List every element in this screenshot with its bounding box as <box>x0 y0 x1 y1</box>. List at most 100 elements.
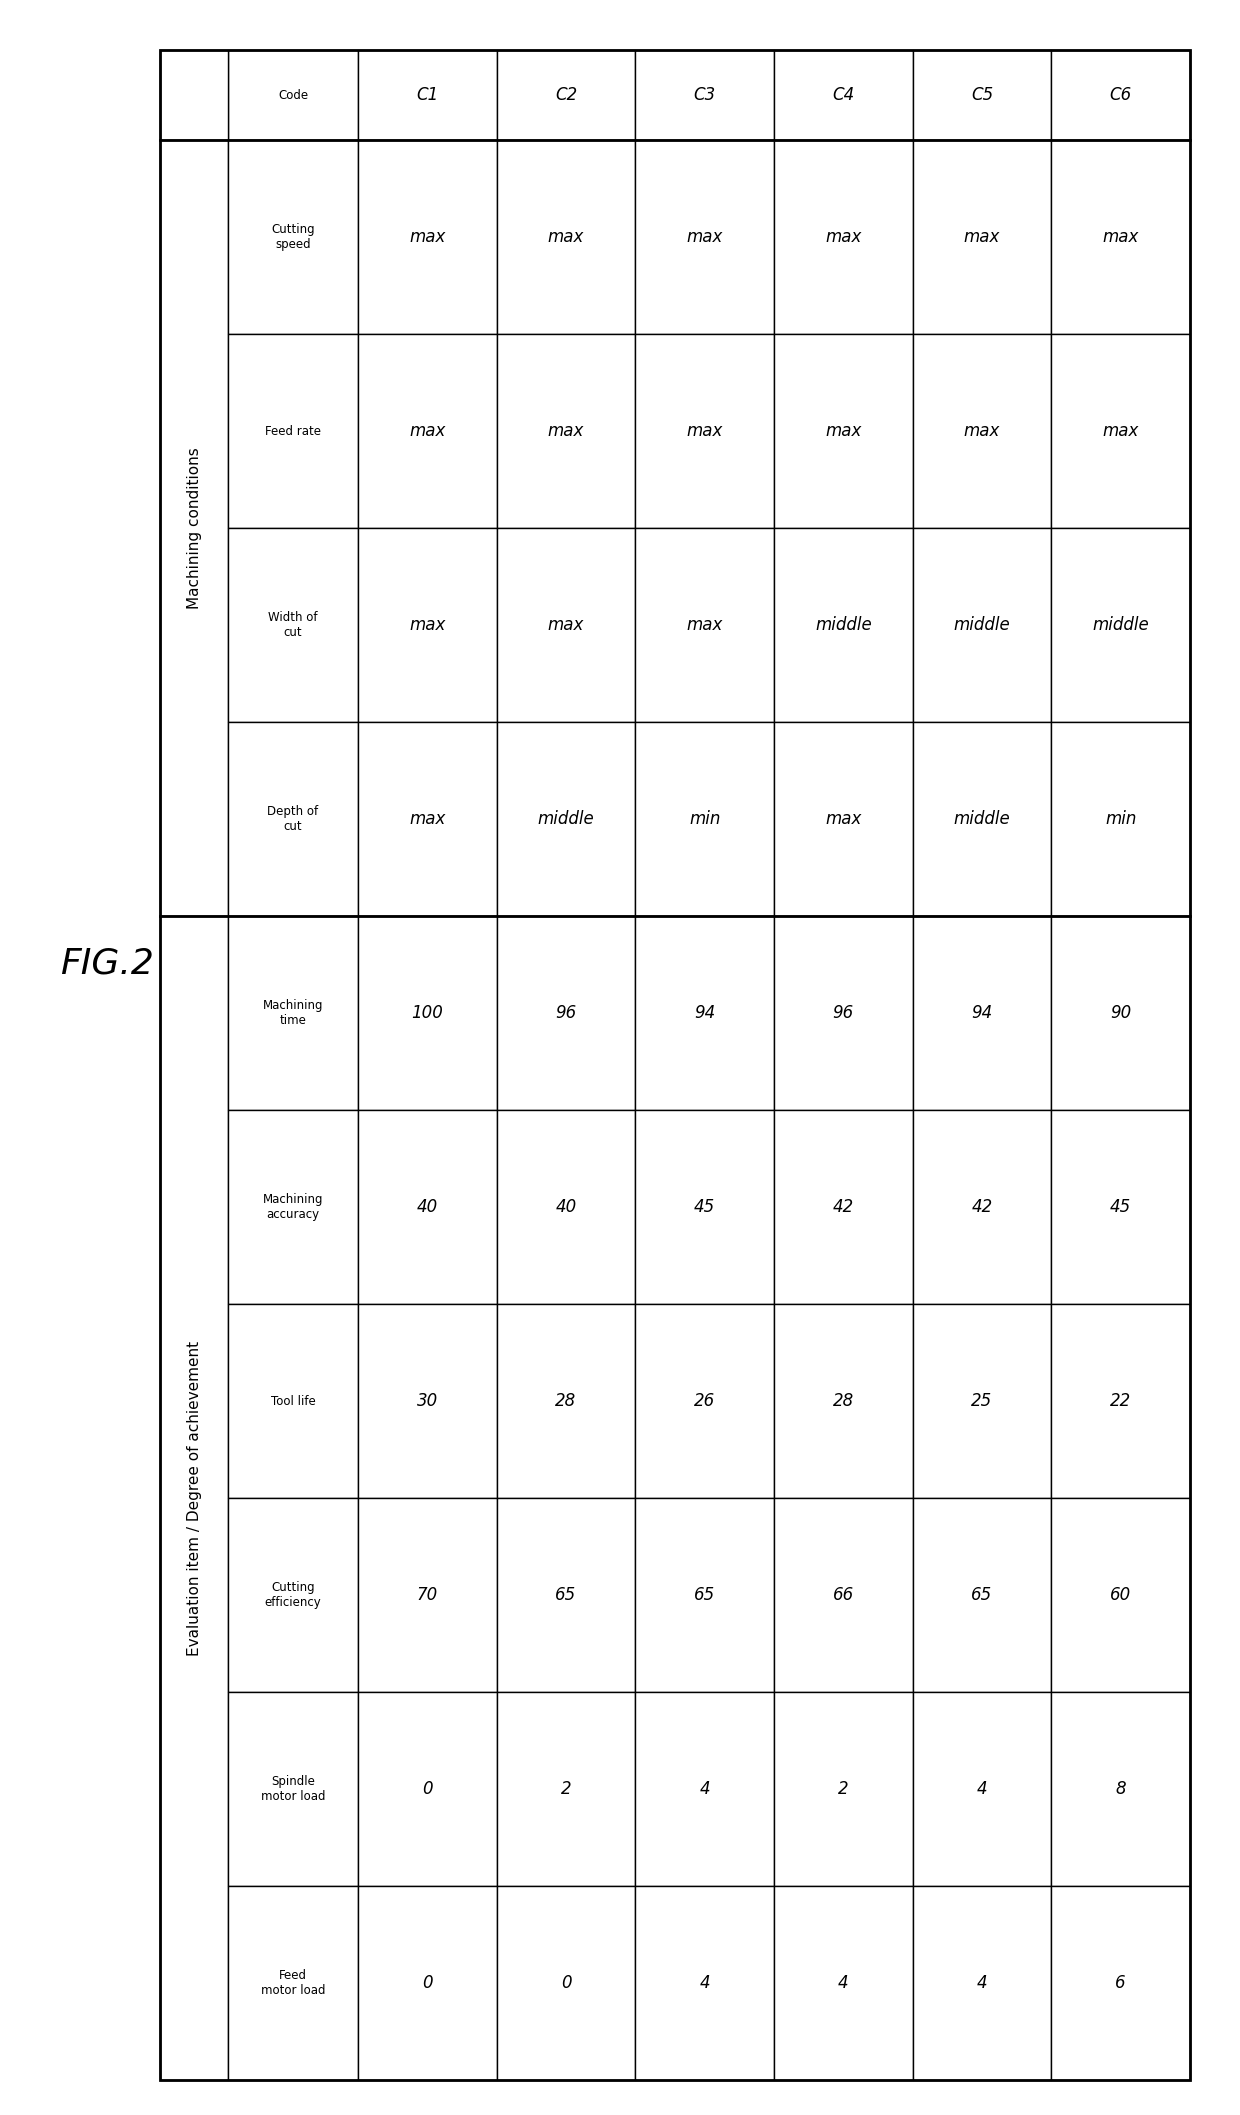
Bar <box>358 1497 497 1692</box>
Text: C2: C2 <box>554 87 577 104</box>
Text: 4: 4 <box>699 1781 711 1798</box>
Bar <box>228 51 358 140</box>
Text: max: max <box>1102 228 1138 245</box>
Text: C1: C1 <box>417 87 439 104</box>
Text: max: max <box>1102 423 1138 440</box>
Bar <box>774 334 913 529</box>
Text: 25: 25 <box>971 1392 993 1411</box>
Bar <box>774 916 913 1110</box>
Text: max: max <box>409 615 445 634</box>
Text: min: min <box>689 810 720 827</box>
Bar <box>635 721 774 916</box>
Bar <box>358 334 497 529</box>
Text: 65: 65 <box>971 1586 993 1603</box>
Text: 45: 45 <box>694 1197 715 1216</box>
Text: 0: 0 <box>560 1973 572 1992</box>
Bar <box>635 1497 774 1692</box>
Bar <box>774 1692 913 1887</box>
Bar <box>913 529 1052 721</box>
Bar <box>358 1887 497 2079</box>
Text: Machining conditions: Machining conditions <box>186 446 201 609</box>
Text: 0: 0 <box>422 1781 433 1798</box>
Text: 42: 42 <box>833 1197 854 1216</box>
Bar <box>913 140 1052 334</box>
Bar <box>913 916 1052 1110</box>
Text: Feed rate: Feed rate <box>265 425 321 438</box>
Bar <box>913 721 1052 916</box>
Text: 94: 94 <box>694 1005 715 1022</box>
Text: Evaluation item / Degree of achievement: Evaluation item / Degree of achievement <box>186 1341 201 1656</box>
Bar <box>913 1110 1052 1305</box>
Bar <box>497 140 635 334</box>
Bar <box>774 51 913 140</box>
Text: Cutting
efficiency: Cutting efficiency <box>264 1582 321 1610</box>
Text: 28: 28 <box>556 1392 577 1411</box>
Text: 45: 45 <box>1110 1197 1131 1216</box>
Text: 42: 42 <box>971 1197 993 1216</box>
Text: max: max <box>548 615 584 634</box>
Text: 2: 2 <box>560 1781 572 1798</box>
Text: 28: 28 <box>833 1392 854 1411</box>
Text: Width of
cut: Width of cut <box>268 611 317 639</box>
Text: max: max <box>825 810 862 827</box>
Text: Machining
time: Machining time <box>263 998 324 1028</box>
Bar <box>497 51 635 140</box>
Bar <box>1052 140 1190 334</box>
Text: 100: 100 <box>412 1005 443 1022</box>
Bar <box>497 1497 635 1692</box>
Text: C3: C3 <box>693 87 715 104</box>
Bar <box>913 1692 1052 1887</box>
Text: 65: 65 <box>556 1586 577 1603</box>
Bar <box>1052 1692 1190 1887</box>
Bar <box>228 334 358 529</box>
Bar <box>635 334 774 529</box>
Bar <box>358 140 497 334</box>
Bar <box>160 916 228 2079</box>
Bar <box>913 1497 1052 1692</box>
Bar <box>228 1887 358 2079</box>
Text: 4: 4 <box>699 1973 711 1992</box>
Bar <box>228 1305 358 1497</box>
Bar <box>228 1497 358 1692</box>
Text: 4: 4 <box>838 1973 848 1992</box>
Bar <box>358 721 497 916</box>
Bar <box>228 1110 358 1305</box>
Text: 30: 30 <box>417 1392 438 1411</box>
Text: middle: middle <box>815 615 872 634</box>
Bar <box>497 1692 635 1887</box>
Bar <box>358 1305 497 1497</box>
Bar <box>497 1887 635 2079</box>
Text: Feed
motor load: Feed motor load <box>260 1969 325 1997</box>
Text: max: max <box>548 228 584 245</box>
Text: Depth of
cut: Depth of cut <box>268 806 319 833</box>
Bar <box>774 721 913 916</box>
Text: 65: 65 <box>694 1586 715 1603</box>
Bar <box>160 140 228 916</box>
Bar <box>774 1110 913 1305</box>
Bar <box>497 334 635 529</box>
Text: 26: 26 <box>694 1392 715 1411</box>
Bar <box>358 916 497 1110</box>
Bar <box>358 1110 497 1305</box>
Bar <box>228 1692 358 1887</box>
Bar <box>635 1692 774 1887</box>
Bar <box>160 51 228 140</box>
Text: 6: 6 <box>1115 1973 1126 1992</box>
Text: C4: C4 <box>832 87 854 104</box>
Bar <box>497 916 635 1110</box>
Bar <box>1052 1305 1190 1497</box>
Bar <box>774 140 913 334</box>
Bar <box>774 1497 913 1692</box>
Text: middle: middle <box>1092 615 1149 634</box>
Text: max: max <box>963 423 1001 440</box>
Text: 40: 40 <box>417 1197 438 1216</box>
Bar <box>635 1887 774 2079</box>
Bar <box>1052 721 1190 916</box>
Text: 4: 4 <box>977 1973 987 1992</box>
Bar <box>913 1305 1052 1497</box>
Text: max: max <box>963 228 1001 245</box>
Text: 8: 8 <box>1115 1781 1126 1798</box>
Bar <box>774 1305 913 1497</box>
Text: 4: 4 <box>977 1781 987 1798</box>
Bar <box>913 51 1052 140</box>
